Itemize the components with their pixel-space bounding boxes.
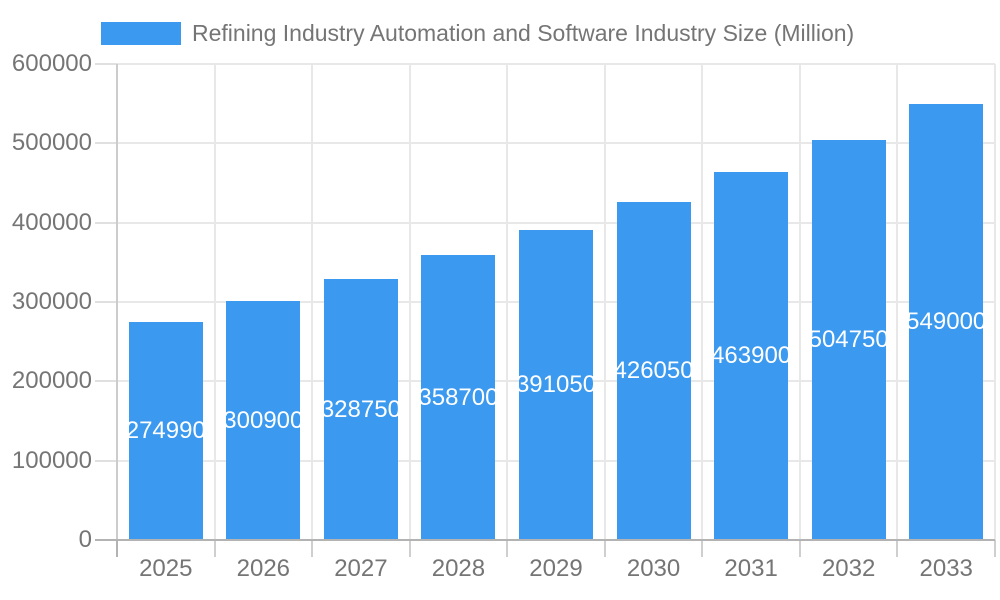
gridline-vertical: [506, 64, 509, 540]
y-axis-label: 600000: [11, 50, 92, 77]
x-axis-label: 2033: [919, 555, 973, 582]
gridline-vertical: [603, 64, 606, 540]
legend-swatch: [101, 22, 181, 45]
x-axis-label: 2028: [431, 555, 486, 582]
y-axis-tick: [95, 380, 117, 383]
bar-2031[interactable]: 463900: [714, 171, 789, 540]
y-axis-tick: [95, 63, 117, 65]
x-axis-label: 2030: [626, 555, 681, 582]
bar-2032[interactable]: 504750: [811, 139, 886, 540]
legend-item[interactable]: Refining Industry Automation and Softwar…: [101, 20, 854, 47]
x-axis-tick: [116, 540, 118, 557]
y-axis-tick: [95, 301, 117, 303]
x-axis-label: 2027: [334, 555, 388, 582]
x-axis-tick: [896, 540, 899, 557]
bar-2029[interactable]: 391050: [519, 229, 593, 540]
y-axis-label: 500000: [11, 129, 92, 157]
x-axis-tick: [311, 540, 314, 557]
x-axis-label: 2031: [724, 555, 778, 582]
x-axis-tick: [798, 540, 801, 557]
x-axis-tick: [701, 540, 704, 557]
y-axis-label: 200000: [11, 367, 92, 395]
y-axis-label: 0: [78, 526, 92, 553]
gridline-vertical: [701, 64, 704, 540]
y-axis-label: 300000: [11, 288, 92, 315]
x-axis-label: 2026: [236, 555, 291, 582]
bar-2028[interactable]: 358700: [421, 255, 496, 540]
bar-value-label: 391050: [519, 370, 593, 398]
legend-label: Refining Industry Automation and Softwar…: [192, 20, 855, 46]
bar-value-label: 426050: [616, 356, 691, 384]
x-axis-line: [95, 539, 995, 541]
x-axis-label: 2029: [529, 555, 583, 582]
x-axis-label: 2032: [821, 555, 876, 582]
bar-2026[interactable]: 300900: [226, 301, 301, 540]
x-axis-tick: [213, 540, 216, 557]
x-axis-tick: [506, 540, 509, 557]
bar-value-label: 504750: [811, 325, 886, 353]
y-axis-label: 400000: [11, 208, 92, 236]
bar-value-label: 463900: [714, 341, 789, 369]
gridline-vertical: [311, 64, 314, 540]
bar-value-label: 328750: [323, 395, 398, 423]
gridline-horizontal: [117, 142, 995, 145]
bar-value-label: 358700: [421, 383, 496, 411]
x-axis-label: 2025: [139, 555, 193, 582]
gridline-vertical: [116, 64, 118, 540]
gridline-vertical: [408, 64, 411, 540]
x-axis-tick: [408, 540, 411, 557]
y-axis-tick: [95, 142, 117, 145]
gridline-vertical: [896, 64, 899, 540]
y-axis-tick: [95, 459, 117, 462]
bar-value-label: 549000: [909, 308, 984, 336]
y-axis-label: 100000: [11, 446, 92, 474]
x-axis-tick: [603, 540, 606, 557]
bar-2027[interactable]: 328750: [323, 279, 398, 540]
bar-2025[interactable]: 274990: [128, 321, 203, 540]
bar-2033[interactable]: 549000: [909, 104, 984, 540]
gridline-vertical: [994, 64, 996, 540]
bar-2030[interactable]: 426050: [616, 202, 691, 540]
gridline-horizontal: [117, 63, 995, 65]
gridline-vertical: [213, 64, 216, 540]
gridline-vertical: [798, 64, 801, 540]
x-axis-tick: [994, 540, 996, 557]
bar-value-label: 274990: [128, 416, 203, 444]
gridline-horizontal: [117, 221, 995, 224]
y-axis-tick: [95, 221, 117, 224]
bar-value-label: 300900: [226, 406, 301, 434]
